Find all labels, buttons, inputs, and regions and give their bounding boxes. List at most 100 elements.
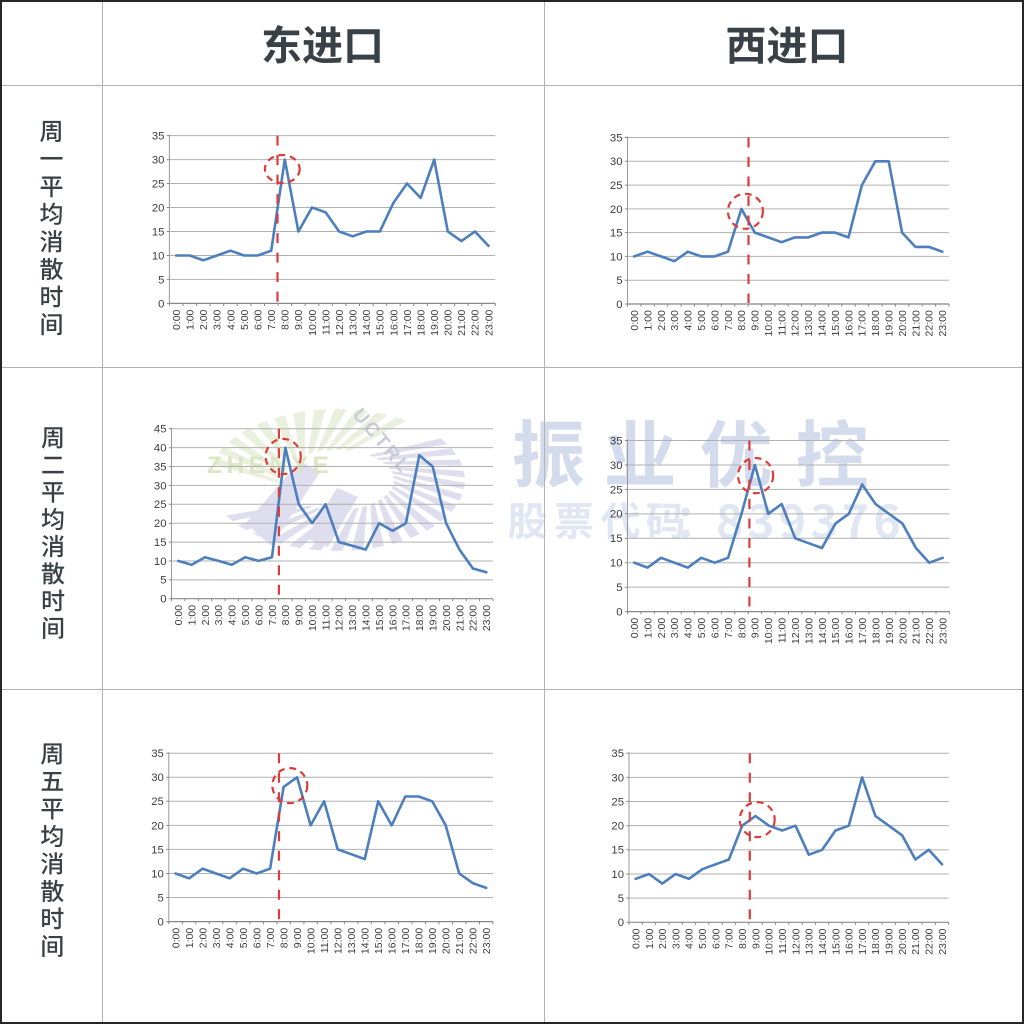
svg-text:10: 10: [152, 250, 165, 262]
svg-text:30: 30: [151, 772, 164, 784]
svg-text:21:00: 21:00: [910, 310, 922, 336]
svg-text:10: 10: [610, 251, 623, 263]
svg-text:22:00: 22:00: [468, 928, 480, 954]
svg-text:0:00: 0:00: [170, 928, 182, 949]
svg-text:5:00: 5:00: [697, 928, 709, 949]
svg-text:10:00: 10:00: [307, 605, 319, 631]
svg-text:6:00: 6:00: [709, 310, 721, 331]
svg-text:3:00: 3:00: [212, 309, 224, 330]
svg-text:6:00: 6:00: [710, 928, 722, 949]
svg-text:10:00: 10:00: [763, 618, 775, 644]
svg-text:1:00: 1:00: [642, 618, 654, 639]
svg-text:16:00: 16:00: [844, 928, 856, 954]
svg-text:30: 30: [610, 156, 623, 168]
svg-text:9:00: 9:00: [294, 605, 306, 626]
svg-text:15:00: 15:00: [374, 605, 386, 631]
svg-text:0:00: 0:00: [631, 928, 643, 949]
svg-text:13:00: 13:00: [347, 605, 359, 631]
svg-text:30: 30: [611, 772, 624, 784]
svg-text:10: 10: [151, 868, 164, 880]
svg-text:20:00: 20:00: [443, 309, 455, 335]
svg-text:0: 0: [160, 594, 166, 606]
svg-text:0:00: 0:00: [173, 605, 185, 626]
svg-text:10:00: 10:00: [763, 310, 775, 336]
svg-text:7:00: 7:00: [267, 605, 279, 626]
svg-text:14:00: 14:00: [360, 928, 372, 954]
svg-text:25: 25: [151, 796, 164, 808]
svg-text:12:00: 12:00: [333, 928, 345, 954]
svg-text:2:00: 2:00: [656, 618, 668, 639]
svg-text:19:00: 19:00: [428, 605, 440, 631]
svg-text:5: 5: [158, 892, 164, 904]
svg-text:16:00: 16:00: [388, 309, 400, 335]
svg-text:15:00: 15:00: [830, 928, 842, 954]
svg-text:23:00: 23:00: [937, 928, 949, 954]
svg-text:5:00: 5:00: [238, 928, 250, 949]
svg-text:16:00: 16:00: [844, 618, 856, 644]
svg-text:12:00: 12:00: [790, 618, 802, 644]
svg-text:20:00: 20:00: [897, 928, 909, 954]
svg-text:2:00: 2:00: [198, 309, 210, 330]
svg-text:8:00: 8:00: [280, 605, 292, 626]
svg-text:20: 20: [154, 518, 167, 530]
svg-text:8:00: 8:00: [736, 618, 748, 639]
svg-text:35: 35: [611, 748, 624, 760]
svg-text:5: 5: [618, 893, 624, 905]
svg-text:15: 15: [151, 844, 164, 856]
svg-text:17:00: 17:00: [402, 309, 414, 335]
svg-text:7:00: 7:00: [265, 928, 277, 949]
svg-text:20: 20: [151, 820, 164, 832]
svg-text:15: 15: [152, 226, 165, 238]
svg-text:25: 25: [611, 796, 624, 808]
svg-text:15:00: 15:00: [830, 310, 842, 336]
svg-text:3:00: 3:00: [670, 928, 682, 949]
svg-text:11:00: 11:00: [777, 618, 789, 644]
svg-text:0: 0: [616, 299, 622, 311]
svg-text:5: 5: [160, 575, 166, 587]
svg-text:23:00: 23:00: [938, 618, 950, 644]
svg-text:23:00: 23:00: [481, 605, 493, 631]
svg-text:6:00: 6:00: [253, 309, 265, 330]
svg-text:20:00: 20:00: [441, 605, 453, 631]
svg-text:0: 0: [158, 917, 164, 929]
svg-text:5:00: 5:00: [696, 618, 708, 639]
svg-text:14:00: 14:00: [817, 928, 829, 954]
svg-text:1:00: 1:00: [642, 310, 654, 331]
svg-text:20:00: 20:00: [441, 928, 453, 954]
svg-text:16:00: 16:00: [843, 310, 855, 336]
svg-text:19:00: 19:00: [884, 928, 896, 954]
svg-text:35: 35: [610, 132, 623, 144]
svg-text:17:00: 17:00: [857, 618, 869, 644]
svg-text:21:00: 21:00: [911, 618, 923, 644]
svg-text:19:00: 19:00: [884, 618, 896, 644]
svg-text:2:00: 2:00: [197, 928, 209, 949]
svg-text:16:00: 16:00: [387, 928, 399, 954]
svg-text:22:00: 22:00: [924, 310, 936, 336]
svg-text:4:00: 4:00: [684, 928, 696, 949]
svg-text:25: 25: [152, 178, 165, 190]
svg-text:22:00: 22:00: [470, 309, 482, 335]
svg-text:10: 10: [610, 558, 623, 570]
svg-text:17:00: 17:00: [400, 928, 412, 954]
svg-text:35: 35: [151, 748, 164, 760]
svg-text:18:00: 18:00: [870, 928, 882, 954]
svg-text:7:00: 7:00: [266, 309, 278, 330]
svg-text:7:00: 7:00: [723, 310, 735, 331]
svg-text:12:00: 12:00: [334, 605, 346, 631]
svg-text:21:00: 21:00: [456, 309, 468, 335]
svg-text:11:00: 11:00: [777, 928, 789, 954]
svg-text:45: 45: [154, 424, 167, 436]
svg-text:4:00: 4:00: [683, 618, 695, 639]
svg-text:20: 20: [152, 202, 165, 214]
svg-text:8:00: 8:00: [737, 928, 749, 949]
svg-text:22:00: 22:00: [468, 605, 480, 631]
svg-text:5: 5: [616, 582, 622, 594]
svg-text:15:00: 15:00: [373, 928, 385, 954]
svg-text:5: 5: [616, 275, 622, 287]
svg-text:22:00: 22:00: [924, 928, 936, 954]
svg-text:9:00: 9:00: [293, 309, 305, 330]
svg-text:15: 15: [154, 537, 167, 549]
svg-text:19:00: 19:00: [427, 928, 439, 954]
svg-text:13:00: 13:00: [348, 309, 360, 335]
svg-text:23:00: 23:00: [937, 310, 949, 336]
